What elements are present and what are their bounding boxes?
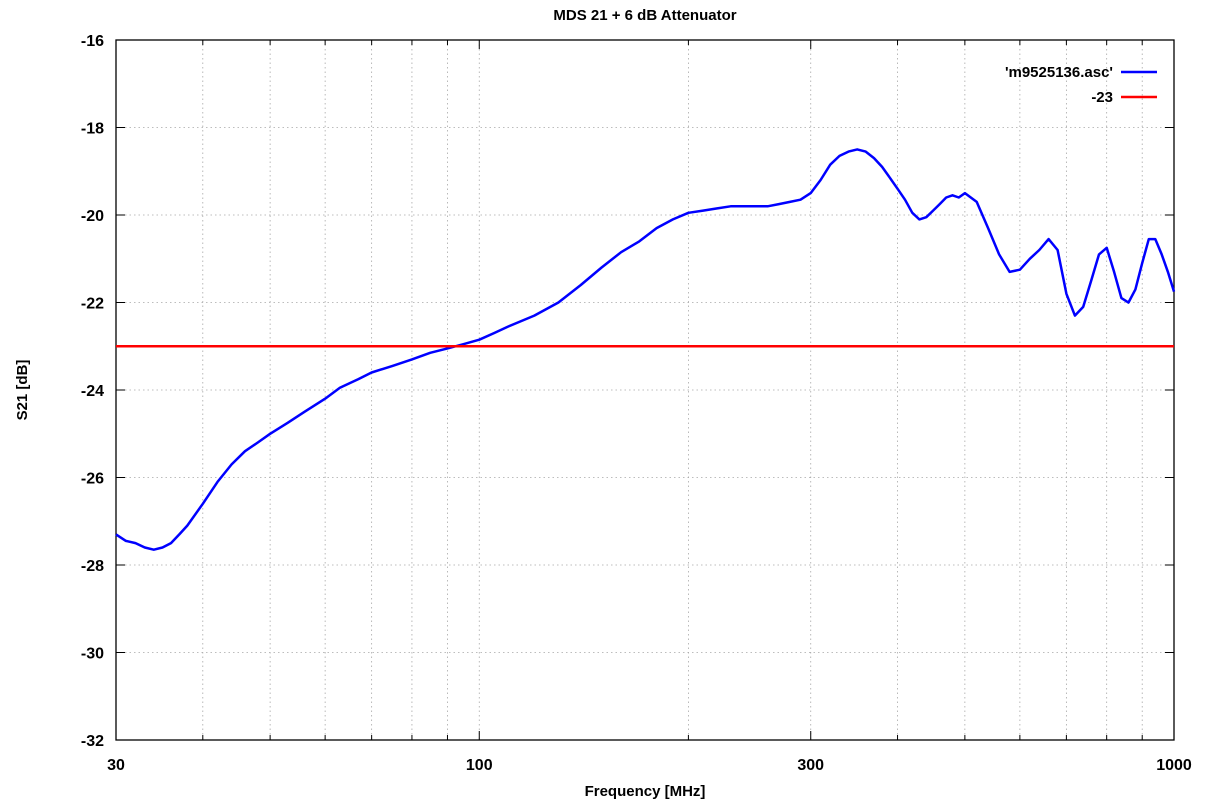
- y-tick-label: -18: [81, 121, 104, 138]
- x-tick-label: 30: [107, 757, 125, 774]
- y-tick-label: -32: [81, 733, 104, 750]
- legend-label: -23: [1091, 89, 1113, 106]
- tick-marks: [115, 39, 1175, 741]
- series-line: [115, 148, 1176, 551]
- legend: 'm9525136.asc' -23: [1005, 64, 1157, 106]
- y-tick-label: -20: [81, 208, 104, 225]
- y-tick-labels: -32 -30 -28 -26 -24 -22 -20 -18 -16: [81, 33, 104, 750]
- x-tick-label: 1000: [1156, 757, 1192, 774]
- y-tick-label: -26: [81, 471, 104, 488]
- y-tick-label: -30: [81, 646, 104, 663]
- y-tick-label: -16: [81, 33, 104, 50]
- y-tick-label: -22: [81, 296, 104, 313]
- chart-title: MDS 21 + 6 dB Attenuator: [553, 7, 736, 24]
- x-tick-label: 300: [797, 757, 824, 774]
- y-tick-label: -28: [81, 558, 104, 575]
- x-axis-label: Frequency [MHz]: [585, 783, 706, 800]
- x-tick-labels: 30 100 300 1000: [107, 757, 1192, 774]
- y-tick-label: -24: [81, 383, 104, 400]
- y-axis-label: S21 [dB]: [14, 360, 31, 421]
- legend-label: 'm9525136.asc': [1005, 64, 1113, 81]
- x-tick-label: 100: [466, 757, 493, 774]
- series-layer: [115, 148, 1176, 551]
- grid: [116, 40, 1174, 740]
